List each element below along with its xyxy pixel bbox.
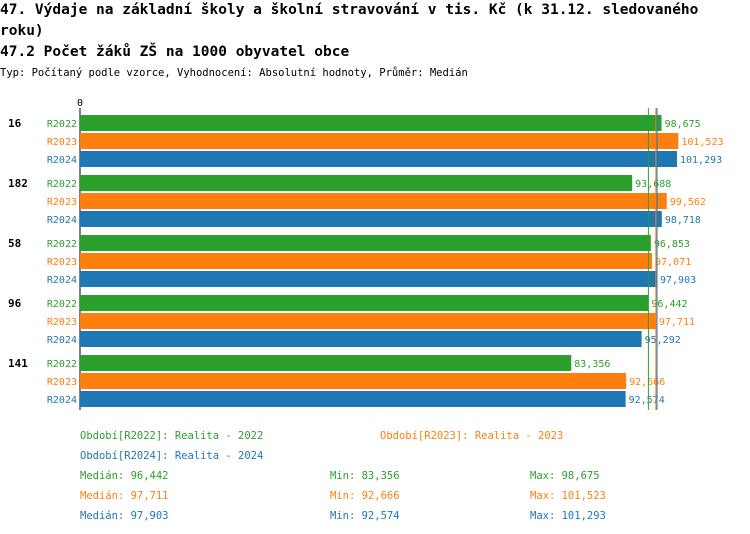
category-label: 182 [8, 177, 28, 190]
data-label: 93,688 [635, 179, 671, 190]
bar [80, 115, 662, 131]
category-label: 58 [8, 237, 21, 250]
bar [80, 211, 662, 227]
bar [80, 151, 677, 167]
chart-title-line2: roku) [0, 23, 44, 39]
category-label: 96 [8, 297, 22, 310]
chart-subtitle: 47.2 Počet žáků ZŠ na 1000 obyvatel obce [0, 44, 350, 60]
data-label: 101,523 [681, 137, 723, 148]
bar [80, 355, 572, 371]
chart-title-line1: 47. Výdaje na základní školy a školní st… [0, 2, 699, 18]
bar [80, 235, 651, 251]
series-label: R2022 [47, 359, 77, 370]
bar [80, 193, 667, 209]
series-label: R2024 [47, 275, 77, 286]
bar [80, 271, 658, 287]
bar [80, 373, 627, 389]
bar [80, 391, 626, 407]
stat-median-r2024: Medián: 97,903 [80, 510, 169, 522]
series-label: R2024 [47, 335, 77, 346]
bar [80, 253, 653, 269]
data-label: 96,853 [654, 239, 690, 250]
data-label: 97,903 [660, 275, 696, 286]
data-label: 99,562 [670, 197, 706, 208]
stat-max-r2022: Max: 98,675 [530, 470, 600, 482]
stat-min-r2024: Min: 92,574 [330, 510, 400, 522]
data-label: 83,356 [574, 359, 610, 370]
stat-median-r2023: Medián: 97,711 [80, 490, 169, 502]
bar-chart: 0 16 R2022 98,675 R2023 101,523 R2024 101,293 18… [8, 98, 724, 410]
legend-r2022: Období[R2022]: Realita - 2022 [80, 430, 264, 442]
legend-r2023: Období[R2023]: Realita - 2023 [380, 430, 564, 442]
bar [80, 295, 649, 311]
series-label: R2024 [47, 155, 77, 166]
stat-min-r2023: Min: 92,666 [330, 490, 400, 502]
data-label: 92,574 [629, 395, 665, 406]
data-label: 97,711 [659, 317, 695, 328]
data-label: 98,718 [665, 215, 701, 226]
data-label: 95,292 [645, 335, 681, 346]
series-label: R2023 [47, 137, 77, 148]
data-label: 98,675 [665, 119, 701, 130]
series-label: R2024 [47, 215, 77, 226]
series-label: R2023 [47, 317, 77, 328]
stat-max-r2023: Max: 101,523 [530, 490, 606, 502]
chart-title: 47. Výdaje na základní školy a školní st… [0, 0, 745, 42]
bar [80, 331, 642, 347]
series-label: R2022 [47, 179, 77, 190]
legend-r2024: Období[R2024]: Realita - 2024 [80, 450, 264, 462]
data-label: 97,071 [655, 257, 691, 268]
data-label: 92,666 [629, 377, 665, 388]
data-label: 101,293 [680, 155, 722, 166]
series-label: R2023 [47, 377, 77, 388]
stat-min-r2022: Min: 83,356 [330, 470, 400, 482]
x-axis-zero-label: 0 [77, 98, 83, 109]
bar [80, 313, 656, 329]
series-label: R2023 [47, 257, 77, 268]
stat-max-r2024: Max: 101,293 [530, 510, 606, 522]
category-label: 16 [8, 117, 22, 130]
stat-median-r2022: Medián: 96,442 [80, 470, 169, 482]
bar [80, 133, 679, 149]
bar [80, 175, 633, 191]
data-label: 96,442 [651, 299, 687, 310]
series-label: R2022 [47, 119, 77, 130]
category-label: 141 [8, 357, 28, 370]
series-label: R2022 [47, 239, 77, 250]
series-label: R2023 [47, 197, 77, 208]
series-label: R2024 [47, 395, 77, 406]
series-label: R2022 [47, 299, 77, 310]
chart-type-line: Typ: Počítaný podle vzorce, Vyhodnocení:… [0, 67, 468, 79]
